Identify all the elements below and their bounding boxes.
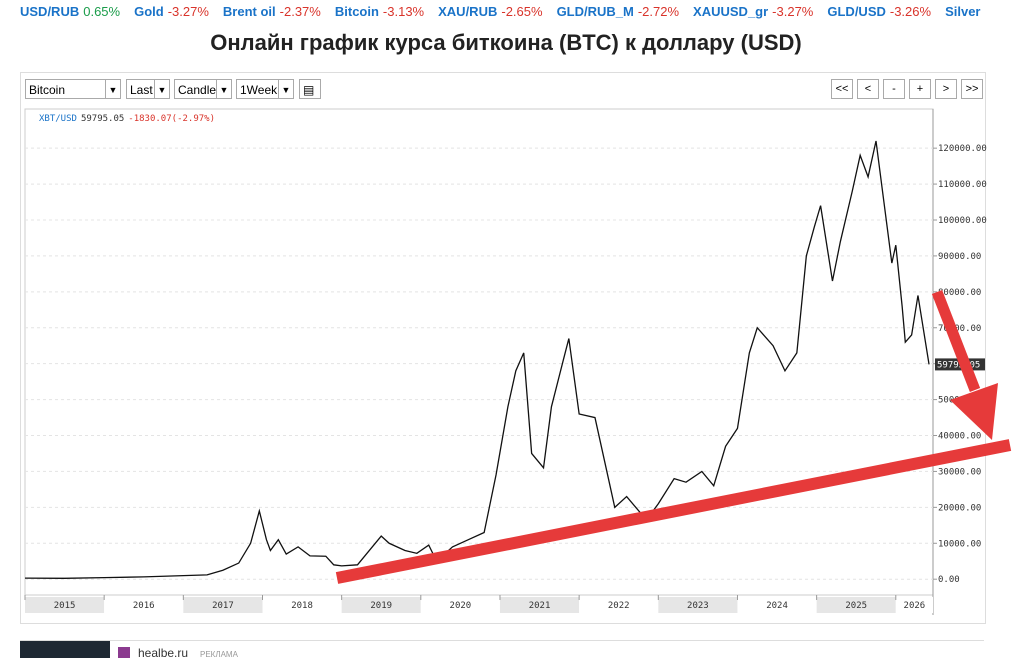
- ticker-change: -2.37%: [279, 4, 321, 19]
- y-tick-label: 0.00: [938, 575, 960, 585]
- ticker-change: -3.27%: [167, 4, 209, 19]
- legend-symbol: XBT/USD: [39, 114, 77, 124]
- y-tick-label: 120000.00: [938, 144, 987, 154]
- x-band: [499, 597, 580, 613]
- x-band: [262, 597, 342, 613]
- instrument-select[interactable]: Bitcoin ▼: [25, 79, 121, 99]
- ticker-name: Silver: [945, 4, 981, 19]
- ticker-item[interactable]: XAU/RUB -2.65%: [438, 4, 542, 19]
- y-tick-label: 90000.00: [938, 252, 981, 262]
- x-tick-label: 2016: [133, 601, 155, 611]
- x-tick-label: 2020: [450, 601, 472, 611]
- ticker-name: XAU/RUB: [438, 4, 498, 19]
- x-tick-label: 2019: [370, 601, 392, 611]
- ad: healbe.ru РЕКЛАМА: [20, 640, 984, 660]
- page-title: Онлайн график курса биткоина (BTC) к дол…: [210, 30, 802, 55]
- price-type: Last: [130, 83, 153, 97]
- ticker-change: -3.27%: [772, 4, 814, 19]
- y-tick-label: 30000.00: [938, 467, 981, 477]
- ticker-item[interactable]: Gold -3.27%: [134, 4, 209, 19]
- legend-last: 59795.05: [81, 114, 124, 124]
- x-tick-label: 2018: [291, 601, 313, 611]
- x-tick-label: 2026: [904, 601, 926, 611]
- ticker-change: -2.65%: [501, 4, 543, 19]
- ticker-item[interactable]: GLD/RUB_M -2.72%: [557, 4, 679, 19]
- ticker: USD/RUB 0.65% Gold -3.27% Brent oil -2.37% Bit…: [20, 4, 995, 19]
- nav-button[interactable]: +: [909, 79, 931, 99]
- x-band: [420, 597, 500, 613]
- x-tick-label: 2025: [845, 601, 867, 611]
- ticker-name: Brent oil: [222, 4, 276, 19]
- x-tick-label: 2023: [687, 601, 709, 611]
- nav-button[interactable]: <: [857, 79, 879, 99]
- x-tick-label: 2022: [608, 601, 630, 611]
- ticker-item[interactable]: Bitcoin -3.13%: [335, 4, 424, 19]
- nav-button[interactable]: >: [935, 79, 957, 99]
- ticker-name: XAUUSD_gr: [693, 4, 769, 19]
- nav-button[interactable]: >>: [961, 79, 983, 99]
- x-tick-label: 2017: [212, 601, 234, 611]
- x-band: [183, 597, 263, 613]
- plot-area: [24, 108, 934, 596]
- y-tick-label: 70000.00: [938, 324, 981, 334]
- support-line: [335, 439, 1012, 584]
- y-tick-label: 110000.00: [938, 180, 987, 190]
- nav-button[interactable]: <<: [831, 79, 853, 99]
- x-tick-label: 2015: [54, 601, 76, 611]
- legend: XBT/USD 59795.05 -1830.07(-2.97%): [39, 114, 215, 124]
- period-select[interactable]: 1Week ▼: [236, 79, 294, 99]
- instrument: Bitcoin: [29, 83, 66, 97]
- legend-change: -1830.07(-2.97%): [128, 114, 215, 124]
- ticker-item[interactable]: XAUUSD_gr -3.27%: [693, 4, 813, 19]
- x-band: [104, 597, 184, 613]
- price-select[interactable]: Last ▼: [126, 79, 170, 99]
- ticker-name: Gold: [134, 4, 164, 19]
- ticker-item[interactable]: Silver: [945, 4, 980, 19]
- type-select[interactable]: Candle ▼: [174, 79, 232, 99]
- ticker-item[interactable]: Brent oil -2.37%: [223, 4, 321, 19]
- ad-image: [20, 641, 110, 658]
- period: 1Week: [240, 83, 278, 97]
- ticker-name: GLD/USD: [827, 4, 886, 19]
- x-band: [341, 597, 421, 613]
- x-band: [658, 597, 738, 613]
- y-tick-label: 20000.00: [938, 503, 981, 513]
- ticker-change: -3.26%: [889, 4, 932, 19]
- x-tick-label: 2021: [529, 601, 551, 611]
- x-band: [737, 597, 817, 613]
- nav-button[interactable]: -: [883, 79, 905, 99]
- x-band: [895, 597, 933, 613]
- y-tick-label: 10000.00: [938, 539, 981, 549]
- price-line: [24, 140, 930, 579]
- ticker-change: 0.65%: [83, 4, 121, 19]
- ad-icon: [118, 647, 130, 658]
- ticker-name: GLD/RUB_M: [556, 4, 634, 19]
- x-tick-label: 2024: [766, 601, 788, 611]
- x-band: [816, 597, 896, 613]
- table-button[interactable]: ▤: [299, 79, 321, 99]
- ticker-item[interactable]: USD/RUB 0.65%: [20, 4, 120, 19]
- ticker-name: Bitcoin: [334, 4, 379, 19]
- arrow-shaft: [931, 290, 981, 392]
- chart-type: Candle: [178, 83, 217, 97]
- y-tick-label: 80000.00: [938, 288, 981, 298]
- arrow-head: [950, 383, 998, 440]
- chart-box: [20, 72, 986, 624]
- x-band: [579, 597, 659, 613]
- ticker-name: USD/RUB: [20, 4, 80, 19]
- ad-label: РЕКЛАМА: [200, 650, 238, 659]
- x-band: [25, 597, 105, 613]
- ticker-item[interactable]: GLD/USD -3.26%: [827, 4, 931, 19]
- y-tick-label: 40000.00: [938, 432, 981, 442]
- ad-site: healbe.ru: [138, 646, 189, 660]
- ticker-change: -3.13%: [382, 4, 425, 19]
- price-tag-label: 59795.05: [937, 360, 980, 370]
- y-tick-label: 100000.00: [938, 216, 987, 226]
- ticker-change: -2.72%: [637, 4, 680, 19]
